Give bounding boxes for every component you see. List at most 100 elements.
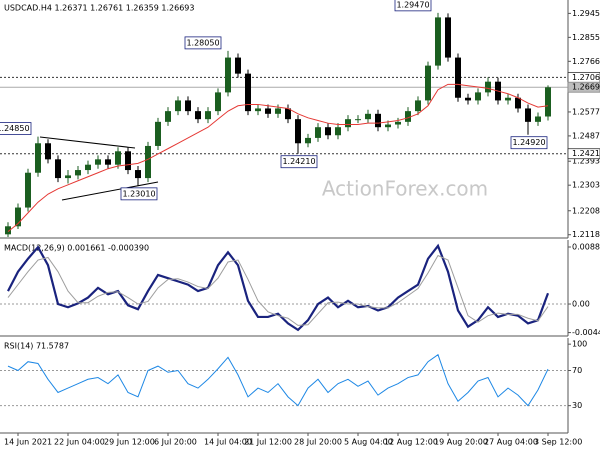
candle-body xyxy=(525,108,531,122)
annotation: 1.23010 xyxy=(122,189,155,198)
annotation: 1.28050 xyxy=(186,38,219,47)
candle-body xyxy=(45,143,51,160)
x-tick-label: 14 Jun 2021 xyxy=(4,438,52,447)
x-tick-label: 27 Aug 04:00 xyxy=(484,438,538,447)
candle-body xyxy=(395,121,401,125)
y-tick-label: 1.22080 xyxy=(572,206,600,215)
candle-body xyxy=(275,108,281,114)
y-tick-label: 1.27660 xyxy=(572,57,600,66)
candle-body xyxy=(295,119,301,144)
candle-body xyxy=(475,92,481,101)
x-tick-label: 12 Aug 12:00 xyxy=(384,438,438,447)
y-tick-label: 1.23930 xyxy=(572,157,600,166)
candle-body xyxy=(365,113,371,120)
y-tick-label: 100 xyxy=(572,340,587,349)
annotation-box xyxy=(0,122,32,135)
candle-body xyxy=(175,100,181,112)
annotation-box xyxy=(120,187,158,201)
candle-body xyxy=(385,124,391,128)
annotation: 1.29470 xyxy=(396,0,429,9)
candle-body xyxy=(315,127,321,138)
level-label: 1.24210 xyxy=(572,149,600,158)
candle-body xyxy=(245,73,251,112)
y-tick-label: 1.25770 xyxy=(572,107,600,116)
y-tick-label: -0.004416 xyxy=(572,328,600,337)
x-tick-label: 5 Aug 04:00 xyxy=(344,438,393,447)
level-label: 1.27060 xyxy=(572,73,600,82)
trend-line xyxy=(39,136,136,149)
annotation-box xyxy=(394,0,432,12)
annotation-box xyxy=(184,36,222,50)
candle-body xyxy=(195,111,201,120)
x-tick-label: 19 Aug 20:00 xyxy=(434,438,488,447)
candle-body xyxy=(255,108,261,112)
candle-body xyxy=(215,92,221,112)
annotation-box xyxy=(510,136,548,150)
candle-body xyxy=(115,151,121,165)
candle-body xyxy=(155,121,161,146)
level-box xyxy=(567,148,600,160)
candle-body xyxy=(55,159,61,179)
y-tick-label: 70 xyxy=(572,366,582,375)
x-tick-label: 22 Jun 04:00 xyxy=(54,438,105,447)
candle-body xyxy=(235,57,241,74)
x-tick-label: 6 Jul 20:00 xyxy=(154,438,197,447)
y-tick-label: 1.29450 xyxy=(572,9,600,18)
candle-body xyxy=(375,113,381,128)
candle-body xyxy=(65,175,71,179)
candle-body xyxy=(85,164,91,171)
candle-body xyxy=(35,143,41,173)
candle-body xyxy=(95,159,101,165)
candle-body xyxy=(345,119,351,128)
x-tick-label: 29 Jun 12:00 xyxy=(104,438,155,447)
indicator-line xyxy=(7,254,549,326)
candle-body xyxy=(75,170,81,176)
candle-body xyxy=(285,108,291,120)
indicator-line xyxy=(7,353,549,407)
annotation-box xyxy=(280,155,318,169)
candle-body xyxy=(415,100,421,112)
candle-body xyxy=(535,116,541,122)
y-tick-label: 1.24875 xyxy=(572,131,600,140)
annotation: 1.24210 xyxy=(282,157,315,166)
candle-body xyxy=(355,119,361,121)
candle-body xyxy=(335,127,341,136)
last-price-label: 1.26693 xyxy=(572,83,600,92)
x-tick-label: 14 Jul 04:00 xyxy=(204,438,252,447)
candle-body xyxy=(185,100,191,112)
candle-body xyxy=(105,159,111,165)
x-tick-label: 3 Sep 12:00 xyxy=(534,438,582,447)
candle-body xyxy=(225,57,231,93)
annotation: 1.24920 xyxy=(512,138,545,147)
x-tick-label: 21 Jul 12:00 xyxy=(244,438,292,447)
candle-body xyxy=(125,151,131,171)
candle-body xyxy=(25,172,31,208)
indicator-line xyxy=(7,243,550,332)
candle-body xyxy=(435,17,441,66)
candle-body xyxy=(135,170,141,179)
y-tick-label: 1.21185 xyxy=(572,230,600,239)
candle-body xyxy=(165,111,171,122)
candle-body xyxy=(15,207,21,227)
x-tick-label: 28 Jul 20:00 xyxy=(294,438,342,447)
y-tick-label: 30 xyxy=(572,401,582,410)
panel-title: MACD(12,26,9) 0.001661 -0.000390 xyxy=(4,244,149,253)
watermark: ActionForex.com xyxy=(322,177,488,201)
last-price-box xyxy=(567,81,600,93)
candle-body xyxy=(5,226,11,235)
candle-body xyxy=(205,111,211,120)
candle-body xyxy=(405,111,411,122)
candle-body xyxy=(455,57,461,98)
y-tick-label: 1.28555 xyxy=(572,33,600,42)
y-tick-label: 0.008816 xyxy=(572,243,600,252)
candle-body xyxy=(305,137,311,144)
candle-body xyxy=(445,17,451,58)
candle-body xyxy=(505,97,511,101)
candle-body xyxy=(425,65,431,101)
candle-body xyxy=(465,97,471,101)
candle-body xyxy=(545,87,551,117)
y-tick-label: 0.00 xyxy=(572,300,590,309)
candle-body xyxy=(485,81,491,93)
candle-body xyxy=(515,97,521,109)
